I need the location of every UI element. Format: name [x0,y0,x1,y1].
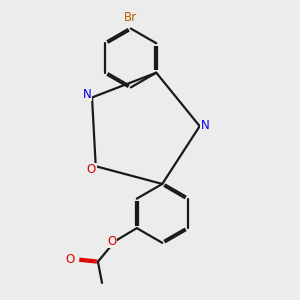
Text: O: O [108,235,117,248]
Text: N: N [83,88,92,101]
Text: Br: Br [124,11,137,24]
Text: N: N [201,119,210,132]
Text: O: O [66,253,75,266]
Text: O: O [87,163,96,176]
